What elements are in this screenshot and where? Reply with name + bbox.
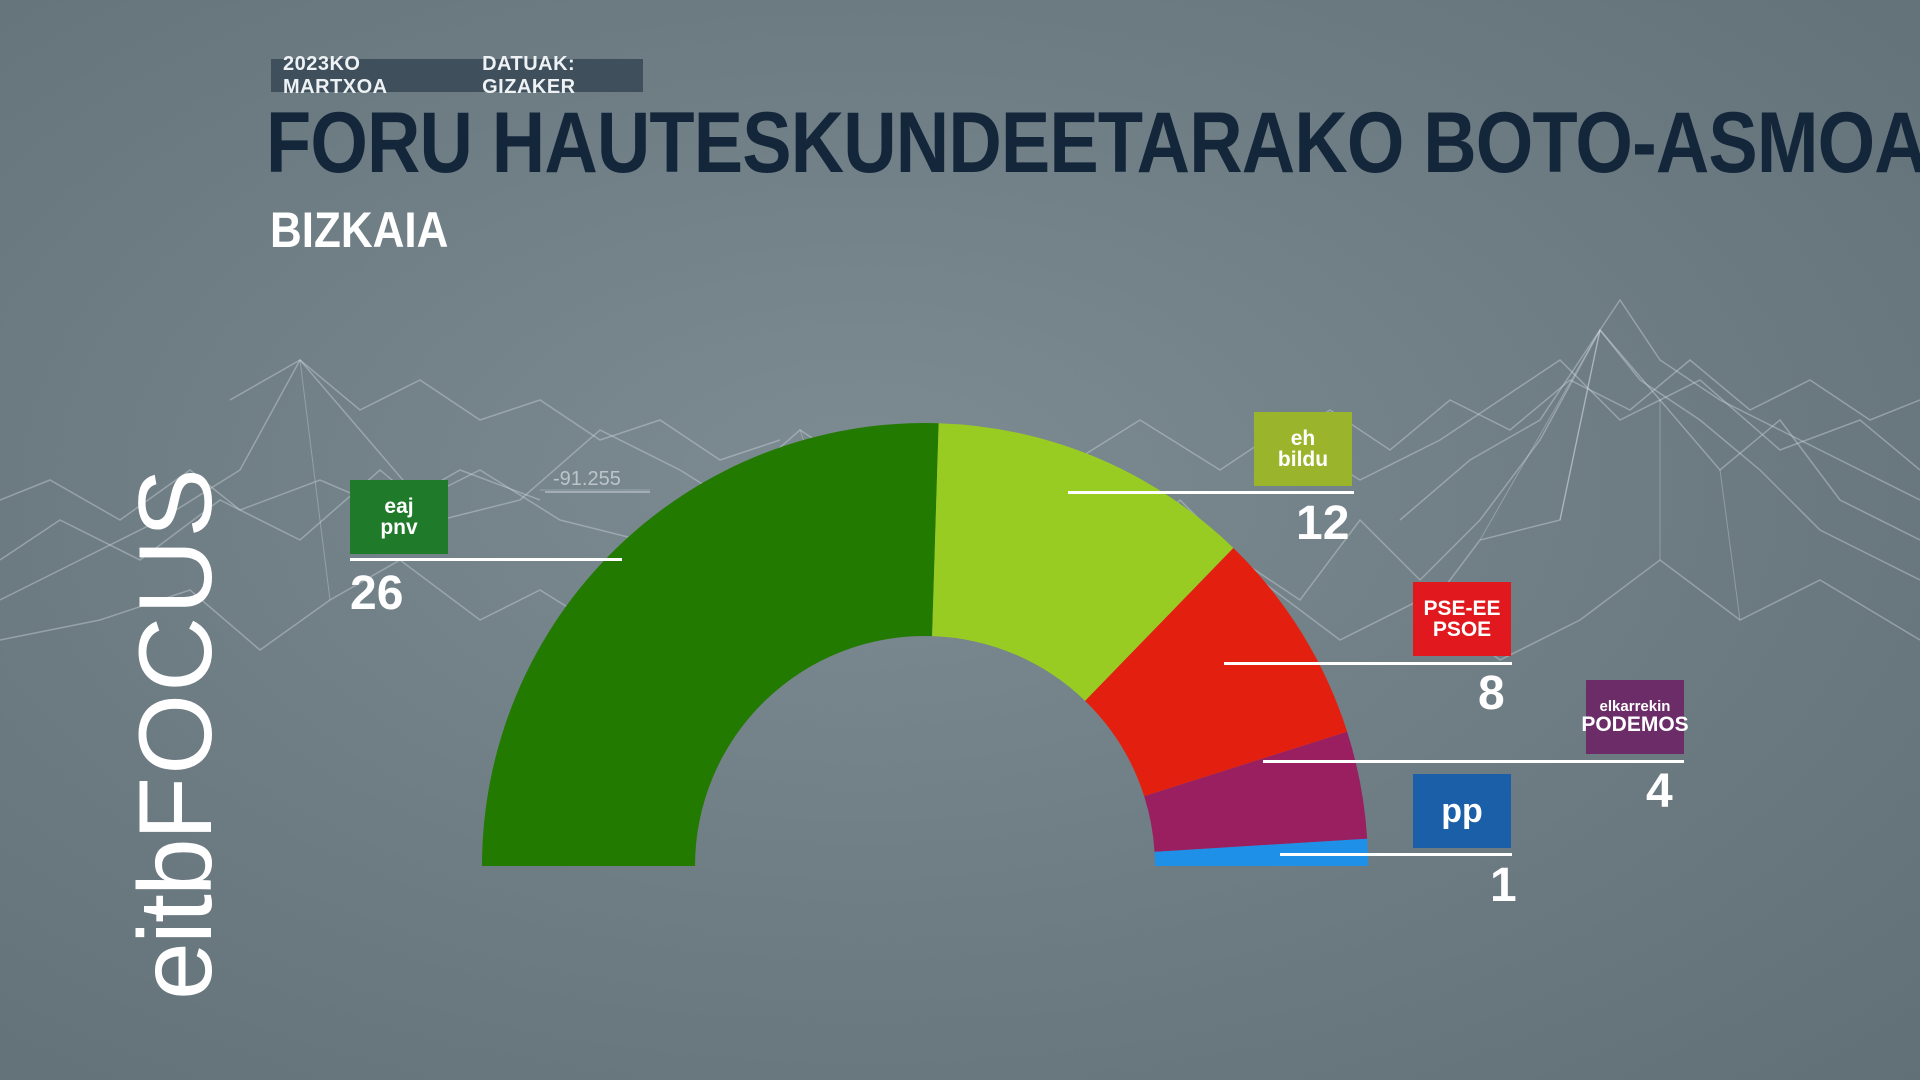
party-logo-0: eaj pnv <box>350 480 448 554</box>
party-logo-text: eaj <box>384 495 414 518</box>
seat-count-1: 12 <box>1296 497 1350 550</box>
hemicycle-segment-4 <box>1154 838 1368 866</box>
callout-line-4 <box>1280 853 1512 856</box>
seat-count-4: 1 <box>1490 859 1517 912</box>
callout-line-3 <box>1263 760 1684 763</box>
hemicycle-segment-0 <box>482 422 939 866</box>
party-logo-4: pp <box>1413 774 1511 848</box>
data-source: DATUAK: GIZAKER <box>482 52 576 98</box>
seat-count-2: 8 <box>1478 667 1505 720</box>
hemicycle-segment-2 <box>1085 547 1348 797</box>
party-logo-2: PSE-EE PSOE <box>1413 582 1511 656</box>
party-logo-text: eh <box>1290 427 1316 450</box>
callout-line-0 <box>350 558 622 561</box>
page-subtitle: BIZKAIA <box>270 202 449 258</box>
survey-date: 2023KO MARTXOA <box>283 52 388 98</box>
callout-line-2 <box>1224 662 1512 665</box>
party-logo-text: pp <box>1441 792 1483 830</box>
party-logo-3: elkarrekin PODEMOS <box>1581 680 1689 754</box>
party-logo-1: eh bildu <box>1254 412 1352 486</box>
seat-count-3: 4 <box>1646 765 1673 818</box>
callout-line-1 <box>1068 491 1354 494</box>
party-logo-text: PSOE <box>1432 618 1492 641</box>
source-tag-bar: 2023KO MARTXOA DATUAK: GIZAKER <box>271 53 643 98</box>
seat-count-0: 26 <box>350 567 404 620</box>
party-logo-text: PSE-EE <box>1423 597 1501 620</box>
party-logo-text: elkarrekin <box>1599 698 1671 715</box>
background-watermark-number: -91.255 <box>553 468 621 490</box>
party-logo-text: bildu <box>1277 448 1329 471</box>
party-logo-text: PODEMOS <box>1581 713 1689 736</box>
party-logo-text: pnv <box>380 516 418 539</box>
page-title: FORU HAUTESKUNDEETARAKO BOTO-ASMOA <box>266 95 1920 191</box>
